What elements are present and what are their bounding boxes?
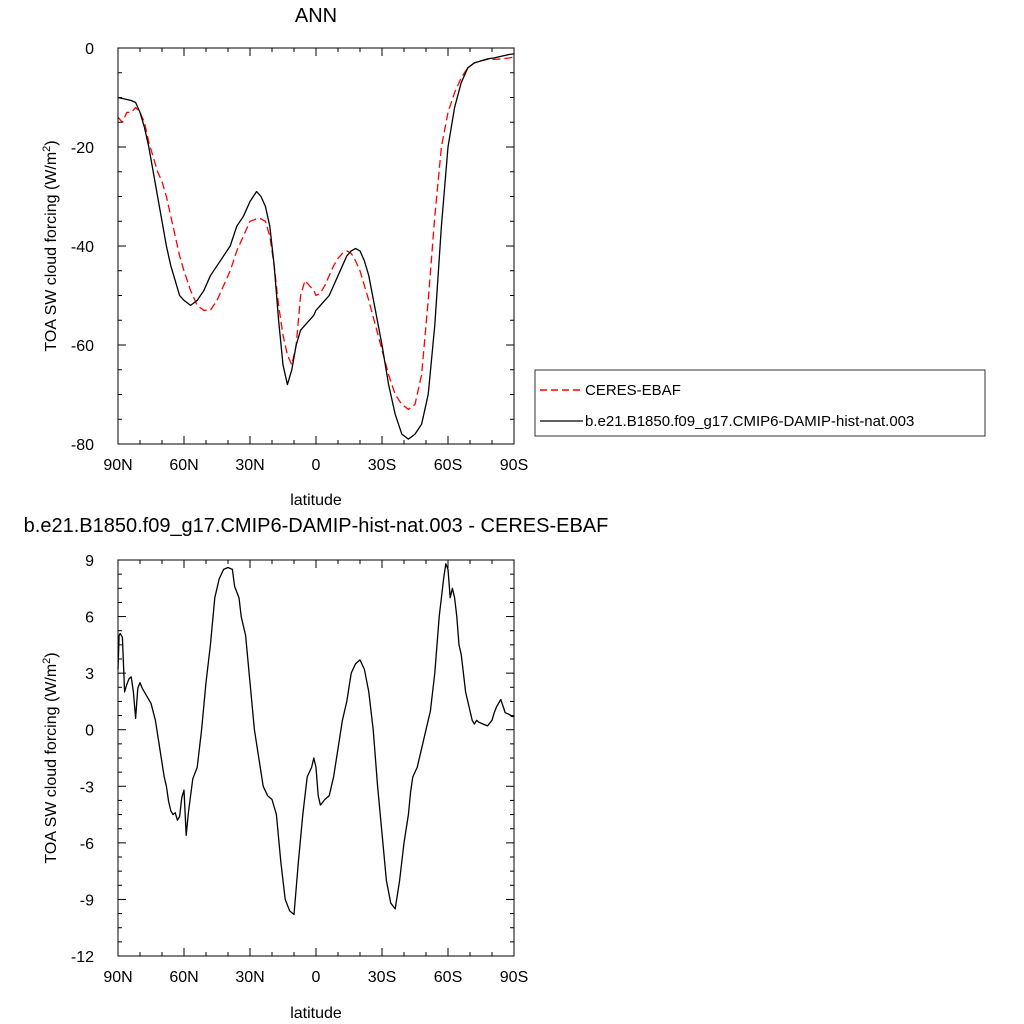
- bottom-series-line-difference: [117, 563, 514, 916]
- bottom-y-tick-label: -6: [80, 836, 94, 853]
- top-y-tick-label: -80: [71, 437, 94, 454]
- bottom-x-tick-label: 30N: [235, 969, 264, 986]
- legend-label-model: b.e21.B1850.f09_g17.CMIP6-DAMIP-hist-nat…: [585, 413, 914, 430]
- top-panel: ANN 90N 60N 30N 0 30S 60S 90S 0 -20 -40 -60 -80 lat…: [41, 5, 528, 509]
- bottom-chart-title: b.e21.B1850.f09_g17.CMIP6-DAMIP-hist-nat…: [24, 515, 609, 537]
- top-x-tick-label: 30S: [368, 457, 396, 474]
- top-series-line-ceres-ebaf: [117, 56, 515, 410]
- legend-box: [534, 369, 986, 437]
- legend-label-ceres: CERES-EBAF: [585, 382, 681, 399]
- bottom-x-tick-label: 0: [312, 969, 321, 986]
- bottom-y-tick-label: 0: [85, 723, 94, 740]
- top-x-tick-label: 90N: [103, 457, 132, 474]
- bottom-panel: b.e21.B1850.f09_g17.CMIP6-DAMIP-hist-nat…: [24, 515, 609, 1022]
- bottom-y-tick-label: -9: [80, 892, 94, 909]
- top-x-tick-label: 60N: [169, 457, 198, 474]
- bottom-x-tick-label: 60N: [169, 969, 198, 986]
- bottom-y-tick-label: 3: [85, 666, 94, 683]
- bottom-x-tick-label: 30S: [368, 969, 396, 986]
- top-x-tick-label: 30N: [235, 457, 264, 474]
- bottom-x-tick-label: 90N: [103, 969, 132, 986]
- top-y-tick-label: -60: [71, 338, 94, 355]
- bottom-x-tick-label: 60S: [434, 969, 462, 986]
- top-y-tick-label: -20: [71, 140, 94, 157]
- bottom-y-axis-title: TOA SW cloud forcing (W/m2): [41, 652, 60, 863]
- bottom-y-tick-label: 9: [85, 553, 94, 570]
- top-x-tick-label: 60S: [434, 457, 462, 474]
- top-y-tick-label: 0: [85, 41, 94, 58]
- bottom-y-tick-label: 6: [85, 610, 94, 627]
- bottom-plot-frame: [117, 559, 515, 957]
- top-x-tick-label: 90S: [500, 457, 528, 474]
- bottom-x-tick-label: 90S: [500, 969, 528, 986]
- bottom-x-axis-title: latitude: [290, 1005, 342, 1022]
- top-x-axis-title: latitude: [290, 492, 342, 509]
- top-x-tick-label: 0: [312, 457, 321, 474]
- legend: CERES-EBAF b.e21.B1850.f09_g17.CMIP6-DAM…: [534, 369, 986, 437]
- bottom-y-tick-label: -3: [80, 779, 94, 796]
- top-y-tick-label: -40: [71, 239, 94, 256]
- top-y-axis-title: TOA SW cloud forcing (W/m2): [41, 140, 60, 351]
- top-series-line-b-e21-b1850-f09-g17-cmip6-damip-hist-nat-003: [117, 53, 515, 440]
- top-chart-title: ANN: [295, 5, 337, 27]
- bottom-y-tick-label: -12: [71, 949, 94, 966]
